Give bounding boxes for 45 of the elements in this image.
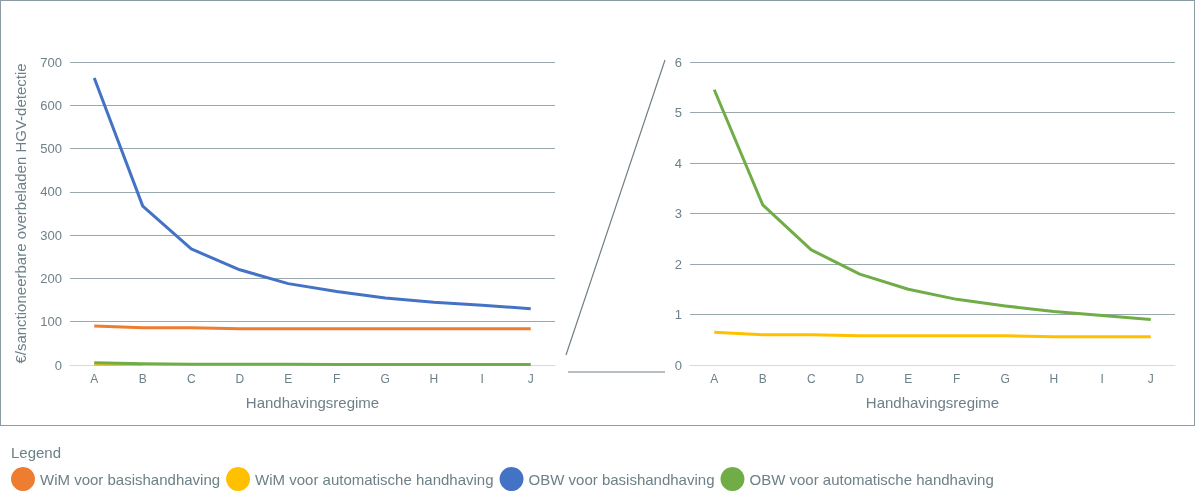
x-tick-label: B xyxy=(758,372,767,386)
x-tick-label: G xyxy=(1000,372,1010,386)
y-tick-label: 300 xyxy=(40,227,62,243)
x-tick-label: A xyxy=(710,372,719,386)
y-tick-label: 1 xyxy=(674,307,682,322)
x-tick-label: B xyxy=(138,372,147,386)
x-tick-label: H xyxy=(1049,372,1059,386)
y-tick-label: 2 xyxy=(674,256,682,272)
y-tick-label: 4 xyxy=(674,155,682,171)
x-tick-label: F xyxy=(333,372,341,386)
y-tick-label: 700 xyxy=(40,54,62,70)
legend-title: Legend xyxy=(11,444,62,461)
x-tick-label: J xyxy=(1147,372,1154,386)
x-tick-label: I xyxy=(1100,372,1104,386)
x-tick-label: A xyxy=(90,372,99,386)
legend-label: OBW voor automatische handhaving xyxy=(749,470,994,488)
y-tick-label: 600 xyxy=(40,97,62,113)
legend-label: OBW voor basishandhaving xyxy=(528,470,715,488)
y-tick-label: 5 xyxy=(674,105,682,120)
line-series xyxy=(92,76,533,311)
x-tick-label: H xyxy=(429,372,439,386)
x-tick-label: C xyxy=(186,372,196,386)
y-tick-label: 200 xyxy=(40,270,62,286)
x-tick-label: J xyxy=(527,372,534,386)
x-axis-title: Handhavingsregime xyxy=(245,394,380,411)
x-tick-label: D xyxy=(855,372,865,386)
x-tick-label: C xyxy=(806,372,816,386)
y-tick-label: 400 xyxy=(40,184,62,200)
legend-label: WiM voor basishandhaving xyxy=(40,470,221,488)
y-tick-label: 500 xyxy=(40,141,62,157)
x-tick-label: E xyxy=(904,372,913,386)
x-axis-title: Handhavingsregime xyxy=(865,394,1000,411)
x-tick-label: G xyxy=(380,372,390,386)
y-tick-label: 100 xyxy=(40,314,62,330)
y-axis-title: €/sanctioneerbare overbeladen HGV-detectie xyxy=(12,63,29,364)
legend-label: WiM voor automatische handhaving xyxy=(255,470,494,488)
y-tick-label: 0 xyxy=(674,357,682,373)
y-tick-label: 3 xyxy=(674,206,682,221)
y-tick-label: 0 xyxy=(54,357,62,373)
x-tick-label: F xyxy=(953,372,961,386)
x-tick-label: E xyxy=(284,372,293,386)
line-series xyxy=(712,88,1153,322)
x-tick-label: I xyxy=(480,372,484,386)
y-tick-label: 6 xyxy=(674,54,682,70)
x-tick-label: D xyxy=(235,372,245,386)
